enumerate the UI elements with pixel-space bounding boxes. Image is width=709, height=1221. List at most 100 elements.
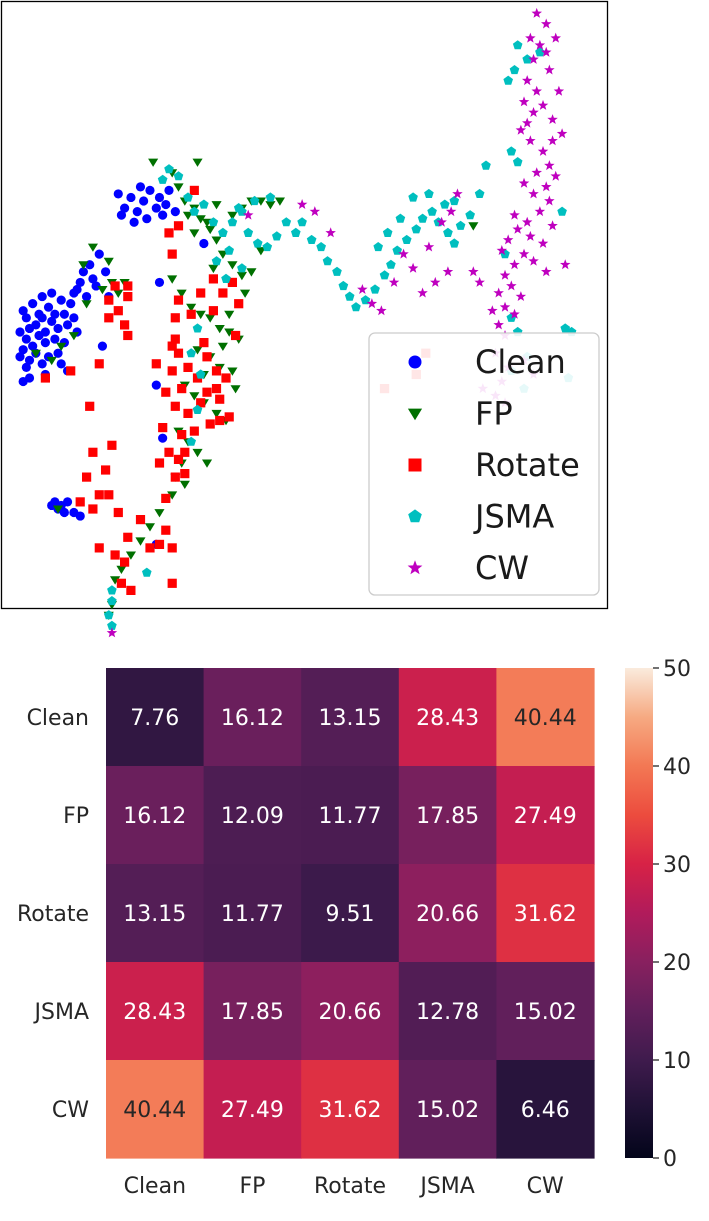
cell-rotate-jsma xyxy=(398,864,497,963)
point-cw-57 xyxy=(366,298,378,309)
colorbar-label-30: 30 xyxy=(663,853,691,878)
point-rotate-17 xyxy=(113,507,123,518)
point-rotate-39 xyxy=(167,341,177,351)
point-jsma-60 xyxy=(107,620,117,630)
point-rotate-50 xyxy=(227,277,237,287)
cell-label-jsma-cw: 15.02 xyxy=(514,1000,577,1025)
cell-rotate-fp xyxy=(203,864,302,963)
point-fp-74 xyxy=(230,385,241,394)
point-jsma-13 xyxy=(272,231,282,241)
point-clean-29 xyxy=(72,284,82,295)
point-rotate-43 xyxy=(202,352,212,362)
legend-label-fp: FP xyxy=(475,395,513,433)
point-fp-3 xyxy=(68,332,79,341)
point-cw-50 xyxy=(445,206,457,217)
cell-cw-fp xyxy=(203,1060,302,1159)
point-jsma-68 xyxy=(512,157,523,167)
point-cw-11 xyxy=(515,124,527,135)
point-rotate-56 xyxy=(183,408,193,418)
point-jsma-42 xyxy=(395,213,406,223)
point-fp-22 xyxy=(227,261,238,270)
cell-rotate-cw xyxy=(496,864,595,963)
point-fp-62 xyxy=(110,576,121,585)
cell-label-cw-clean: 40.44 xyxy=(123,1098,186,1123)
point-rotate-61 xyxy=(177,430,187,440)
cell-label-jsma-clean: 28.43 xyxy=(123,1000,186,1025)
cell-jsma-fp xyxy=(203,962,302,1061)
heatmap-row-labels: Clean FP Rotate JSMA CW xyxy=(17,706,89,1123)
point-clean-72 xyxy=(135,182,146,192)
point-clean-38 xyxy=(81,291,92,302)
point-rotate-32 xyxy=(123,281,133,291)
scatter-legend: Clean FP Rotate JSMA CW xyxy=(368,332,600,596)
point-rotate-59 xyxy=(215,394,225,404)
point-rotate-49 xyxy=(218,288,228,298)
point-clean-8 xyxy=(50,309,60,319)
point-rotate-57 xyxy=(196,398,206,408)
point-rotate-11 xyxy=(101,465,111,475)
point-clean-58 xyxy=(59,507,69,518)
point-cw-29 xyxy=(496,245,508,255)
point-fp-72 xyxy=(224,310,235,320)
point-cw-19 xyxy=(541,181,552,192)
point-fp-67 xyxy=(240,289,251,298)
point-clean-16 xyxy=(40,338,50,348)
point-clean-19 xyxy=(24,355,35,365)
point-cw-28 xyxy=(502,234,514,245)
point-fp-48 xyxy=(211,409,222,419)
point-clean-2 xyxy=(28,299,38,309)
point-cw-67 xyxy=(541,18,552,29)
col-label-clean: Clean xyxy=(124,1174,186,1199)
point-rotate-69 xyxy=(170,472,180,482)
point-rotate-12 xyxy=(82,472,92,482)
point-clean-35 xyxy=(15,327,25,337)
point-jsma-27 xyxy=(386,259,396,269)
point-cw-4 xyxy=(522,75,533,86)
point-cw-35 xyxy=(515,291,527,301)
point-cw-27 xyxy=(547,220,558,231)
point-cw-58 xyxy=(357,284,368,294)
cell-label-cw-cw: 6.46 xyxy=(521,1098,570,1123)
point-clean-59 xyxy=(75,511,85,521)
point-jsma-46 xyxy=(249,195,260,206)
point-clean-67 xyxy=(154,192,165,203)
point-rotate-54 xyxy=(161,387,171,397)
col-label-jsma: JSMA xyxy=(418,1174,474,1199)
colorbar xyxy=(625,668,653,1158)
point-clean-32 xyxy=(37,359,47,369)
point-rotate-24 xyxy=(135,515,146,525)
point-clean-45 xyxy=(37,291,47,302)
point-clean-62 xyxy=(126,192,136,203)
point-fp-58 xyxy=(144,523,155,532)
point-cw-33 xyxy=(499,269,511,280)
point-rotate-72 xyxy=(208,306,218,316)
point-cw-69 xyxy=(531,7,542,18)
point-jsma-41 xyxy=(408,192,418,202)
heatmap-cells: 7.76 16.12 13.15 28.43 40.44 16.12 12.09 11.77 1… xyxy=(106,668,595,1159)
cell-label-cw-fp: 27.49 xyxy=(221,1098,284,1123)
legend-marker-fp xyxy=(407,408,423,421)
point-jsma-66 xyxy=(535,47,545,57)
cell-label-fp-fp: 12.09 xyxy=(221,804,284,829)
point-jsma-7 xyxy=(218,227,228,237)
cell-cw-jsma xyxy=(398,1060,497,1159)
point-rotate-13 xyxy=(94,490,104,500)
row-label-clean: Clean xyxy=(27,706,89,731)
row-label-fp: FP xyxy=(63,804,89,829)
cell-label-cw-rotate: 31.62 xyxy=(319,1098,382,1123)
point-cw-75 xyxy=(560,259,571,270)
point-cw-7 xyxy=(518,96,530,107)
point-cw-78 xyxy=(106,627,118,638)
point-rotate-31 xyxy=(40,373,50,383)
point-cw-63 xyxy=(325,227,336,238)
point-fp-20 xyxy=(211,236,222,245)
cell-label-rotate-jsma: 20.66 xyxy=(416,902,479,927)
point-fp-29 xyxy=(265,201,276,210)
point-clean-20 xyxy=(50,334,60,344)
legend-box xyxy=(368,332,600,596)
point-jsma-5 xyxy=(199,199,209,209)
cell-label-clean-clean: 7.76 xyxy=(130,706,179,731)
point-jsma-49 xyxy=(211,256,222,266)
point-jsma-26 xyxy=(379,270,390,280)
point-clean-44 xyxy=(47,288,57,298)
